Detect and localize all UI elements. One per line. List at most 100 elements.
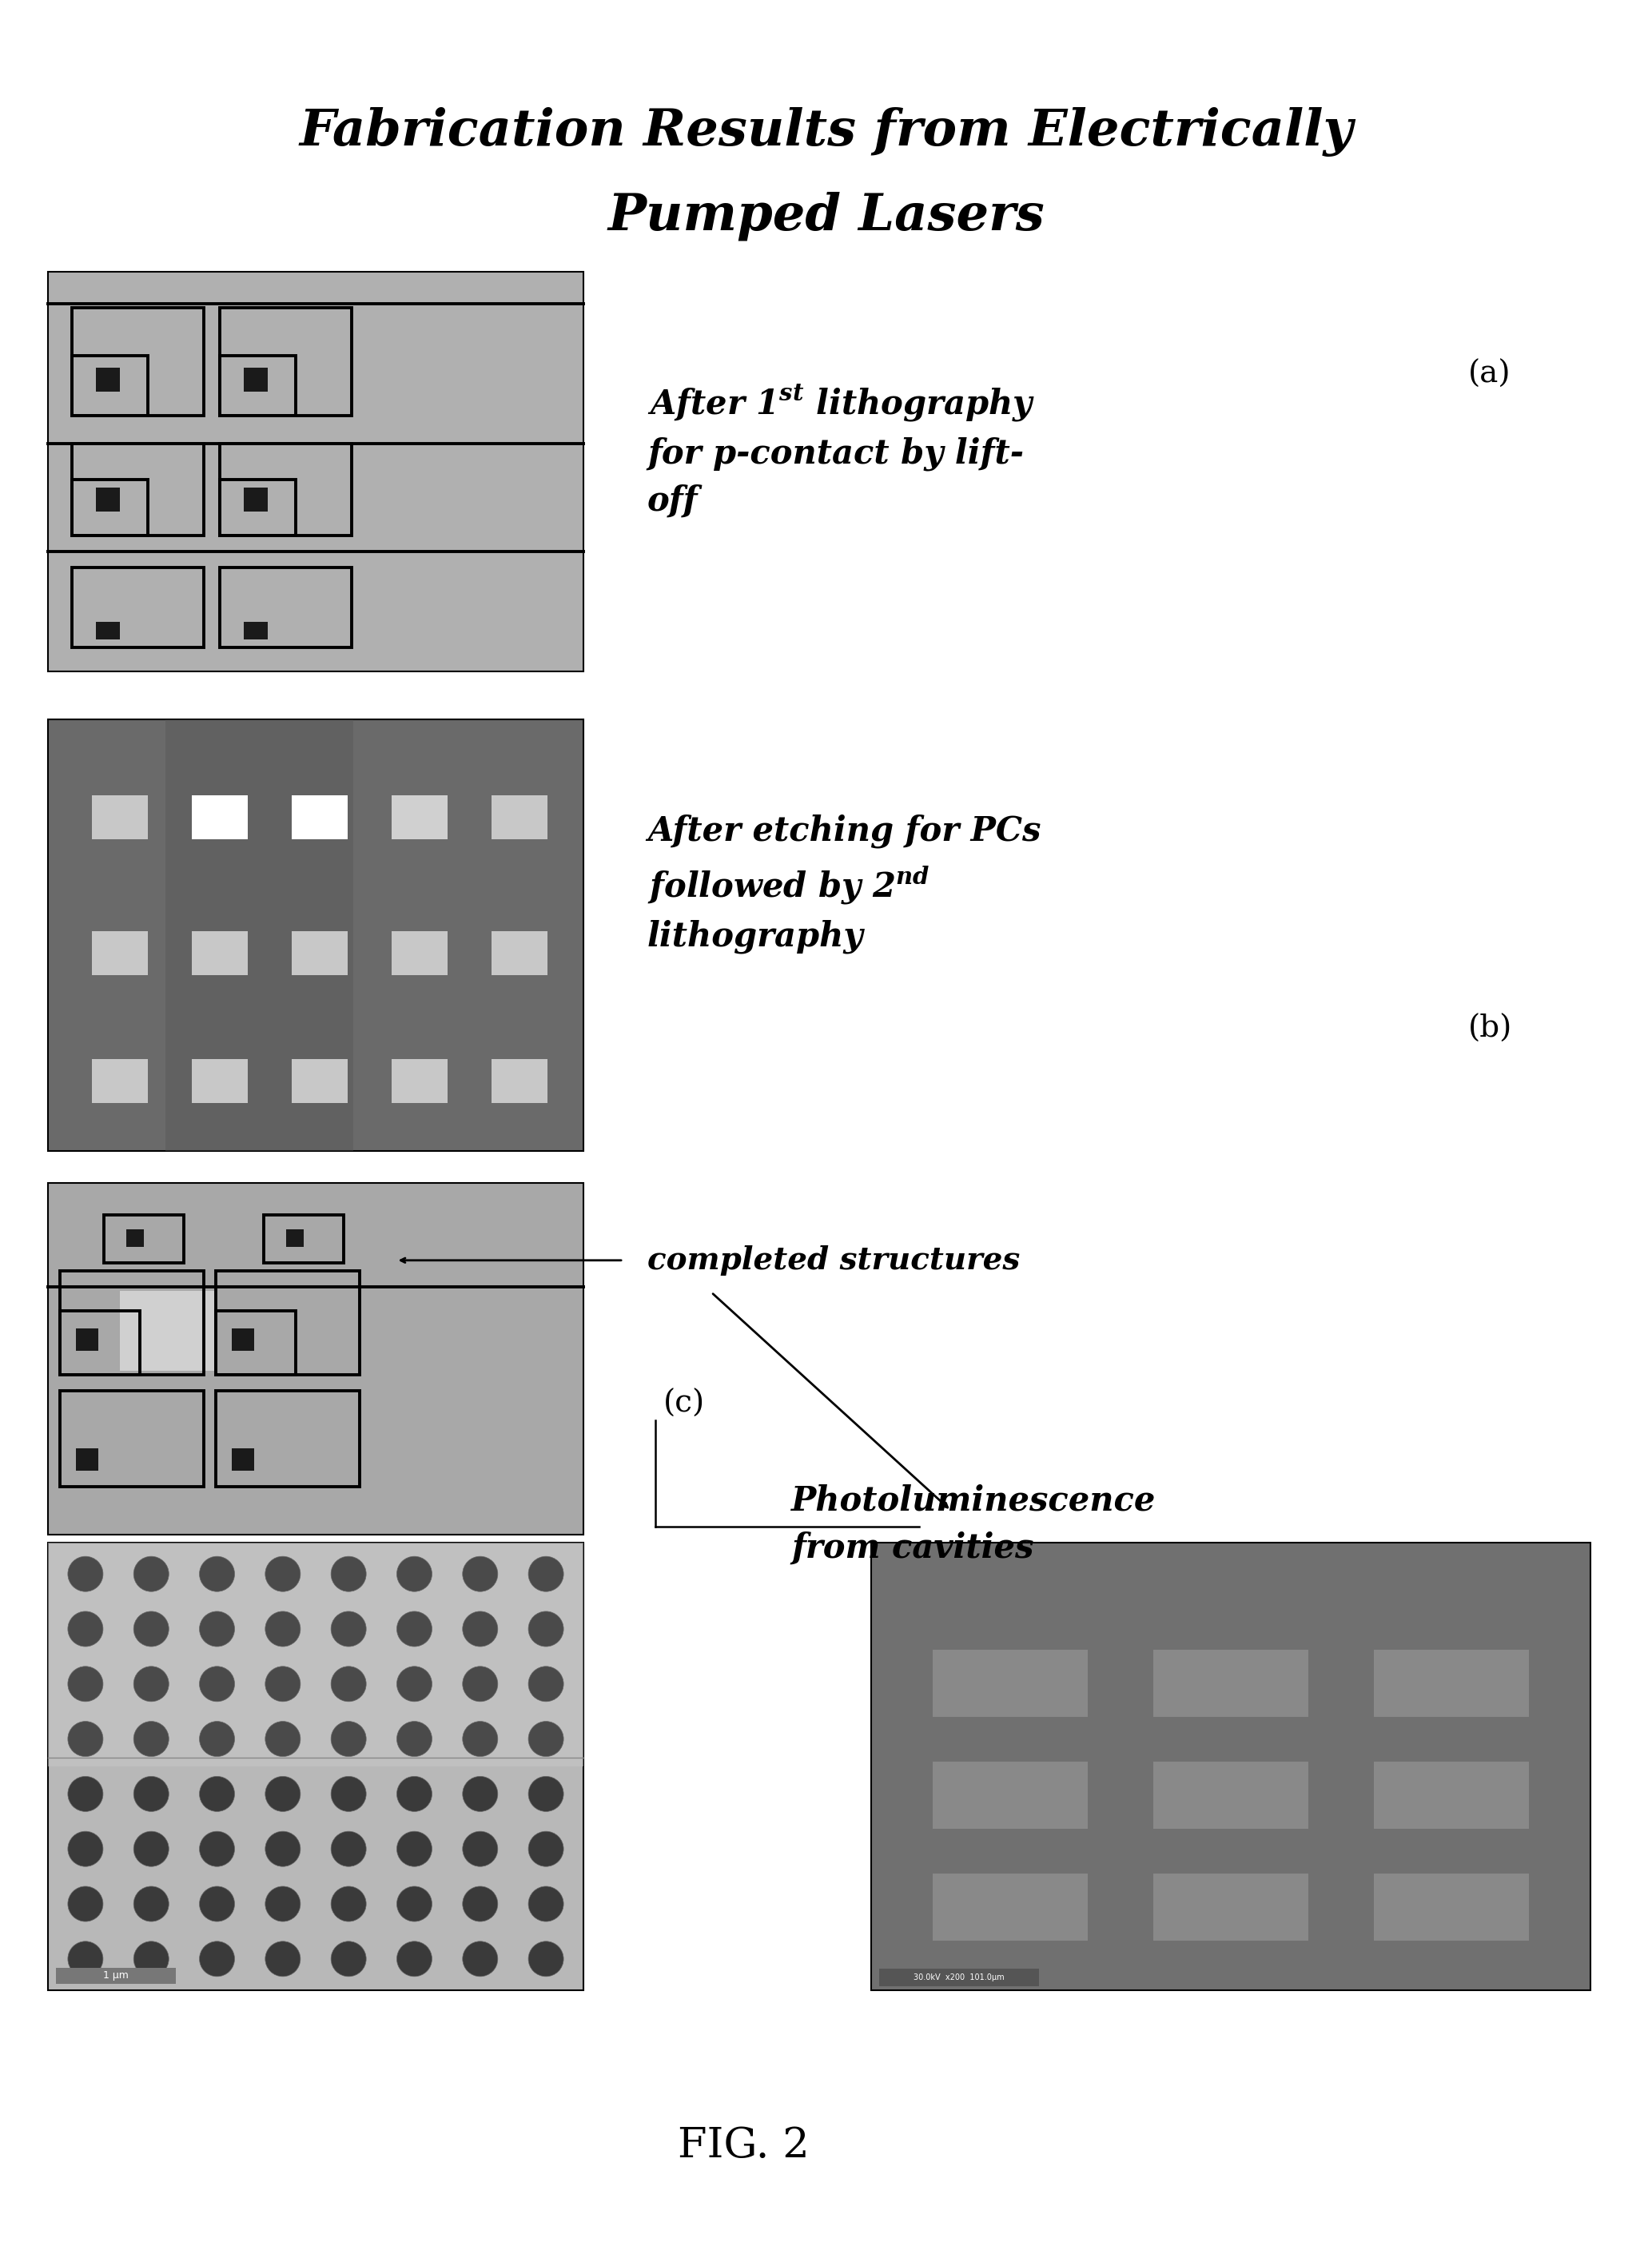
- Bar: [121, 1292, 216, 1371]
- Circle shape: [463, 1885, 497, 1922]
- Circle shape: [529, 1777, 563, 1811]
- Bar: [220, 443, 352, 535]
- Circle shape: [200, 1885, 235, 1922]
- Bar: [73, 479, 149, 535]
- Circle shape: [200, 1556, 235, 1592]
- Circle shape: [396, 1777, 431, 1811]
- Bar: [292, 1059, 347, 1102]
- Bar: [1153, 1874, 1308, 1942]
- Circle shape: [68, 1721, 102, 1757]
- Bar: [192, 795, 248, 840]
- Bar: [933, 1874, 1087, 1942]
- Circle shape: [330, 1556, 367, 1592]
- Circle shape: [463, 1666, 497, 1703]
- Circle shape: [529, 1885, 563, 1922]
- Circle shape: [68, 1777, 102, 1811]
- Bar: [492, 795, 547, 840]
- Bar: [244, 488, 268, 513]
- Bar: [96, 621, 121, 639]
- Bar: [216, 1271, 360, 1375]
- Bar: [392, 1059, 448, 1102]
- Text: Photoluminescence
from cavities: Photoluminescence from cavities: [791, 1484, 1156, 1565]
- Circle shape: [266, 1721, 301, 1757]
- Circle shape: [529, 1831, 563, 1867]
- Text: 1 μm: 1 μm: [102, 1971, 129, 1980]
- Circle shape: [266, 1885, 301, 1922]
- Bar: [216, 1391, 360, 1486]
- Circle shape: [134, 1885, 169, 1922]
- Bar: [1374, 1761, 1528, 1829]
- Bar: [392, 795, 448, 840]
- Bar: [126, 1228, 144, 1246]
- Bar: [1153, 1651, 1308, 1716]
- Circle shape: [200, 1666, 235, 1703]
- Circle shape: [330, 1831, 367, 1867]
- Circle shape: [463, 1942, 497, 1976]
- Circle shape: [134, 1612, 169, 1646]
- Circle shape: [68, 1942, 102, 1976]
- Bar: [220, 357, 296, 415]
- Bar: [165, 720, 354, 1152]
- Bar: [216, 1312, 296, 1375]
- Bar: [879, 1969, 1039, 1987]
- Circle shape: [68, 1831, 102, 1867]
- Text: (a): (a): [1469, 359, 1512, 388]
- Circle shape: [134, 1942, 169, 1976]
- Bar: [231, 1328, 254, 1350]
- Bar: [76, 1328, 99, 1350]
- Bar: [104, 1215, 183, 1262]
- Text: After etching for PCs
followed by 2$^{\mathregular{nd}}$
lithography: After etching for PCs followed by 2$^{\m…: [648, 815, 1041, 953]
- Bar: [59, 1391, 203, 1486]
- Text: (b): (b): [1469, 1014, 1513, 1043]
- Circle shape: [266, 1666, 301, 1703]
- Circle shape: [134, 1556, 169, 1592]
- Bar: [48, 271, 583, 671]
- Bar: [59, 1312, 140, 1375]
- Circle shape: [396, 1885, 431, 1922]
- Circle shape: [463, 1721, 497, 1757]
- Circle shape: [330, 1885, 367, 1922]
- Circle shape: [463, 1831, 497, 1867]
- Bar: [492, 930, 547, 975]
- Circle shape: [396, 1666, 431, 1703]
- Circle shape: [200, 1612, 235, 1646]
- Bar: [96, 368, 121, 391]
- Bar: [73, 307, 203, 415]
- Circle shape: [134, 1721, 169, 1757]
- Circle shape: [529, 1612, 563, 1646]
- Bar: [93, 795, 149, 840]
- Bar: [59, 1271, 203, 1375]
- Bar: [264, 1215, 344, 1262]
- Text: Fabrication Results from Electrically: Fabrication Results from Electrically: [299, 106, 1353, 156]
- Text: (c): (c): [664, 1389, 705, 1418]
- Circle shape: [68, 1885, 102, 1922]
- Bar: [292, 795, 347, 840]
- Bar: [244, 621, 268, 639]
- Bar: [73, 567, 203, 648]
- Circle shape: [396, 1556, 431, 1592]
- Circle shape: [68, 1666, 102, 1703]
- Text: FIG. 2: FIG. 2: [677, 2125, 809, 2165]
- Bar: [192, 795, 248, 840]
- Bar: [76, 1447, 99, 1470]
- Circle shape: [330, 1721, 367, 1757]
- Bar: [286, 1228, 304, 1246]
- Bar: [220, 567, 352, 648]
- Circle shape: [396, 1831, 431, 1867]
- Text: After 1$^{\mathregular{st}}$ lithography
for p-contact by lift-
off: After 1$^{\mathregular{st}}$ lithography…: [648, 384, 1036, 517]
- Bar: [292, 930, 347, 975]
- Bar: [244, 368, 268, 391]
- Circle shape: [330, 1666, 367, 1703]
- Bar: [48, 1542, 583, 1766]
- Circle shape: [463, 1612, 497, 1646]
- Text: 30.0kV  x200  101.0μm: 30.0kV x200 101.0μm: [914, 1973, 1004, 1983]
- Bar: [56, 1969, 175, 1985]
- Bar: [48, 1183, 583, 1535]
- Bar: [292, 795, 347, 840]
- Text: Pumped Lasers: Pumped Lasers: [608, 192, 1044, 239]
- Bar: [220, 307, 352, 415]
- Circle shape: [266, 1612, 301, 1646]
- Bar: [871, 1542, 1591, 1989]
- Bar: [1374, 1874, 1528, 1942]
- Text: completed structures: completed structures: [648, 1244, 1019, 1276]
